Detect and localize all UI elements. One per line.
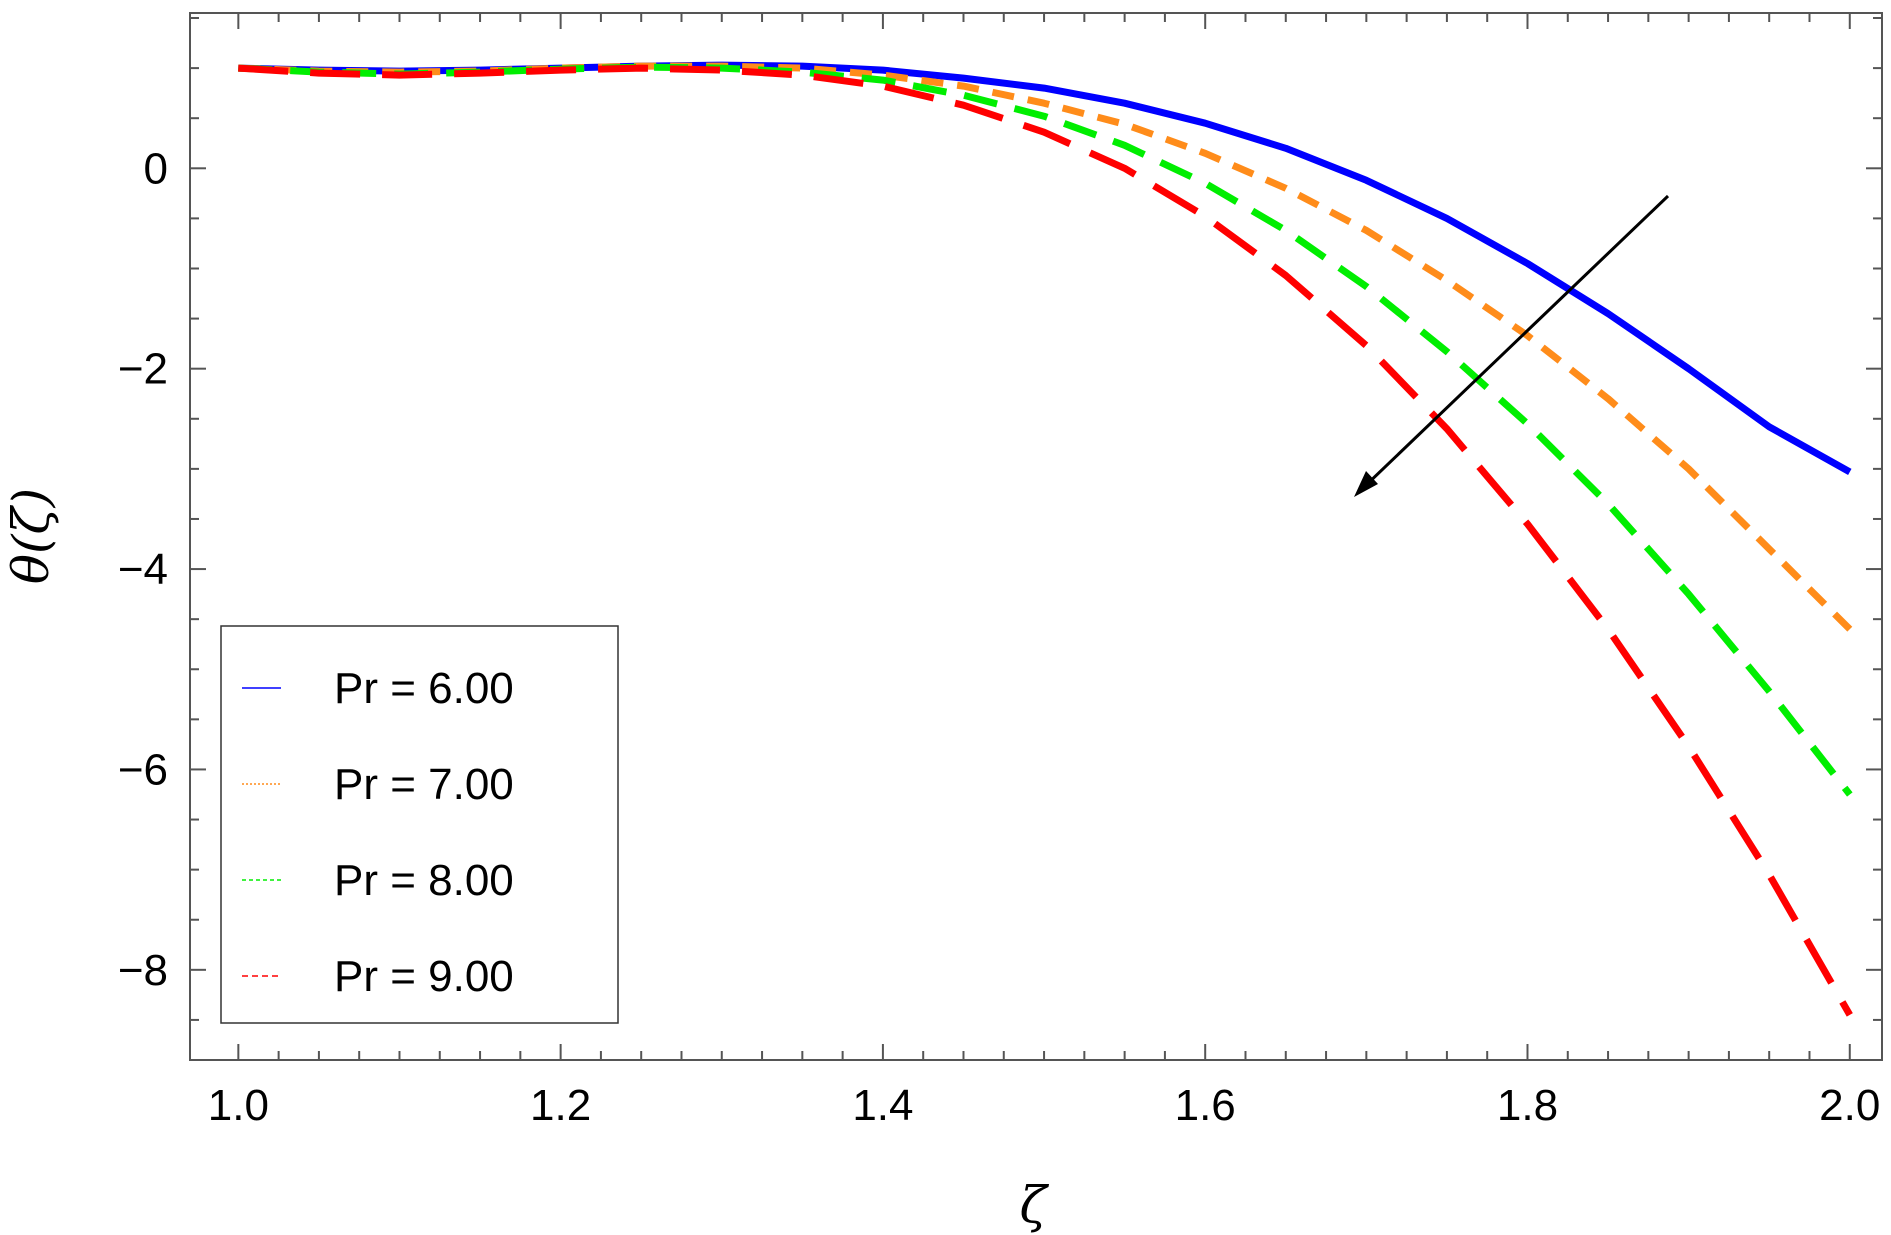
x-tick-label: 1.6: [1175, 1081, 1236, 1130]
y-axis-ticks: 0 −2 −4 −6 −8: [118, 17, 1882, 1021]
y-tick-label: −8: [118, 946, 168, 995]
legend-box: [220, 625, 619, 1024]
x-tick-label: 1.4: [852, 1081, 913, 1130]
legend-label: Pr = 9.00: [334, 952, 514, 1001]
y-tick-label: −6: [118, 745, 168, 794]
x-axis-label: ζ: [1019, 1176, 1049, 1234]
x-tick-label: 1.0: [208, 1081, 269, 1130]
y-tick-label: 0: [144, 144, 168, 193]
x-tick-label: 1.8: [1497, 1081, 1558, 1130]
legend-label: Pr = 8.00: [334, 856, 514, 905]
y-tick-label: −4: [118, 545, 168, 594]
plot-frame: [189, 12, 1883, 1061]
x-tick-label: 1.2: [530, 1081, 591, 1130]
legend-label: Pr = 7.00: [334, 760, 514, 809]
x-axis-ticks: 1.0 1.2 1.4 1.6 1.8 2.0: [208, 13, 1880, 1130]
series-line-1: [238, 61, 1852, 475]
legend-label: Pr = 6.00: [334, 664, 514, 713]
legend: Pr = 6.00 Pr = 7.00 Pr = 8.00 Pr = 9.00: [220, 625, 619, 1024]
series-line-3: [238, 63, 1853, 797]
series-line-4: [238, 64, 1853, 1017]
trend-arrow: [1354, 194, 1670, 497]
y-tick-label: −2: [118, 345, 168, 394]
series-layer: [238, 61, 1853, 1017]
series-line-2: [238, 62, 1853, 632]
x-tick-label: 2.0: [1819, 1081, 1880, 1130]
y-axis-label: θ(ζ): [2, 488, 60, 584]
